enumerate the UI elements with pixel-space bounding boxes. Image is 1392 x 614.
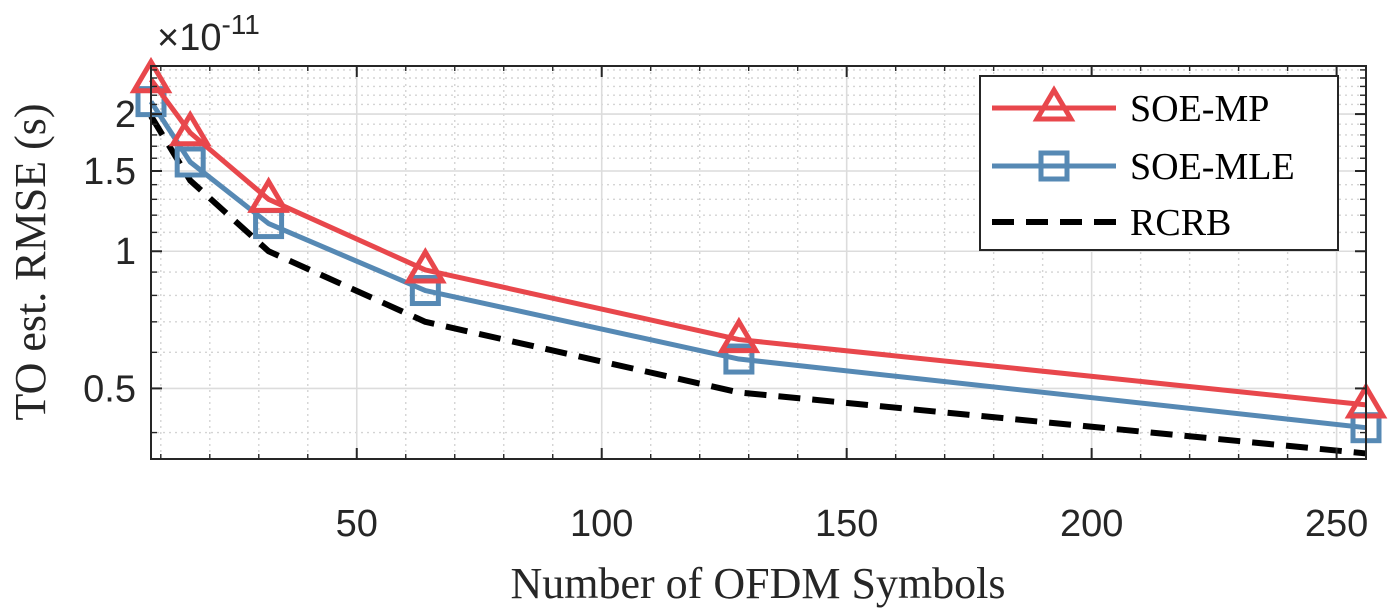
x-tick-labels: 50 100 150 200 250 xyxy=(336,503,1369,545)
y-exponent-base: ×10 xyxy=(157,17,221,59)
x-tick-label: 250 xyxy=(1305,503,1368,545)
data-point-soe-mp xyxy=(403,247,447,284)
x-tick-label: 50 xyxy=(336,503,378,545)
y-tick-labels: 0.5 1 1.5 2 xyxy=(83,94,136,410)
plot-frame xyxy=(150,65,1367,460)
data-point-soe-mp xyxy=(168,109,212,147)
y-tick-label: 1.5 xyxy=(83,151,136,193)
legend-label-soe-mle: SOE-MLE xyxy=(1130,146,1295,188)
y-tick-label: 1 xyxy=(115,231,136,273)
series-line-soe-mle xyxy=(148,100,1367,431)
legend-label-soe-mp: SOE-MP xyxy=(1130,88,1269,130)
data-point-soe-mle xyxy=(409,275,441,307)
y-tick-label: 0.5 xyxy=(83,368,136,410)
legend: SOE-MP SOE-MLE RCRB xyxy=(979,75,1339,251)
data-point-soe-mp xyxy=(717,316,761,354)
legend-label-rcrb: RCRB xyxy=(1130,202,1231,244)
y-axis-label: TO est. RMSE (s) xyxy=(6,104,55,421)
x-tick-label: 100 xyxy=(570,503,633,545)
y-exponent-label: ×10-11 xyxy=(157,9,260,59)
legend-marker-shape xyxy=(1032,85,1076,122)
x-tick-label: 150 xyxy=(815,503,878,545)
legend-marker-shape xyxy=(1038,150,1070,182)
x-tick-label: 200 xyxy=(1060,503,1123,545)
data-point-soe-mle xyxy=(174,146,206,178)
data-point-soe-mle xyxy=(723,343,755,375)
ticks-layer xyxy=(151,66,1366,459)
x-axis-label: Number of OFDM Symbols xyxy=(510,559,1005,608)
legend-marker-soe-mle xyxy=(1038,150,1070,182)
legend-marker-soe-mp xyxy=(1032,85,1076,122)
y-tick-label: 2 xyxy=(115,94,136,136)
y-exponent-power: -11 xyxy=(221,9,259,40)
data-point-soe-mp xyxy=(247,176,290,213)
